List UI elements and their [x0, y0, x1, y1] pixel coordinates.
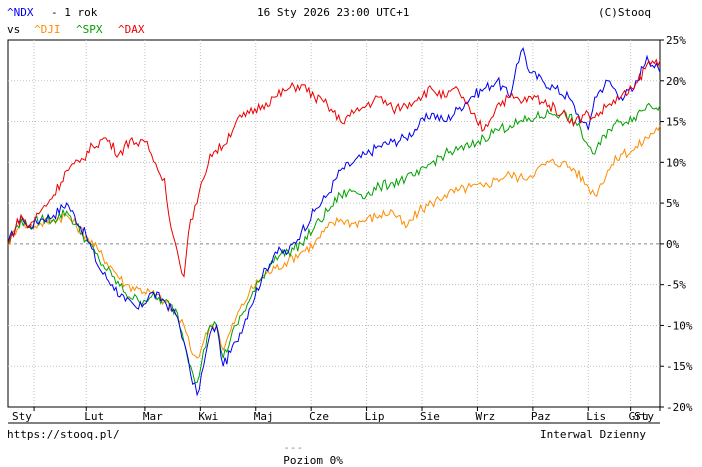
- datetime-label: 16 Sty 2026 23:00 UTC+1: [257, 6, 410, 19]
- y-tick-label: 20%: [666, 75, 686, 88]
- y-tick-label: 10%: [666, 156, 686, 169]
- y-tick-label: -5%: [666, 279, 686, 292]
- series-line-dax: [7, 58, 661, 278]
- x-tick-label: Maj: [254, 410, 274, 423]
- copyright-label: (C)Stooq: [598, 6, 651, 19]
- x-tick-label: Sty: [634, 410, 654, 423]
- stooq-chart: 25% 20% 15% 10% 5% 0% -5% -10% -15% -20% Sty Lut Ma…: [7, 34, 693, 424]
- y-tick-label: 25%: [666, 34, 686, 47]
- zero-level-label: Poziom 0%: [283, 454, 343, 467]
- x-tick-label: Cze: [309, 410, 329, 423]
- x-tick-label: Paz: [531, 410, 551, 423]
- legend-dji: ^DJI: [34, 23, 61, 36]
- y-axis-ticks: 25% 20% 15% 10% 5% 0% -5% -10% -15% -20%: [660, 34, 693, 414]
- series-line-spx: [7, 102, 661, 384]
- x-tick-label: Sty: [12, 410, 32, 423]
- series-line-dji: [7, 125, 661, 359]
- x-tick-label: Gru: [629, 410, 649, 423]
- period-label: - 1 rok: [51, 6, 98, 19]
- y-tick-label: 5%: [666, 197, 680, 210]
- y-tick-label: -15%: [666, 360, 693, 373]
- zero-level-legend: --- Poziom 0%: [270, 428, 343, 467]
- x-tick-label: Mar: [143, 410, 163, 423]
- x-tick-label: Lis: [586, 410, 606, 423]
- interval-label: Interwal Dzienny: [540, 428, 646, 441]
- zero-level-dash-icon: ---: [283, 441, 304, 454]
- y-tick-label: 0%: [666, 238, 680, 251]
- x-tick-label: Lut: [84, 410, 104, 423]
- series-lines: [7, 46, 661, 397]
- legend-dax: ^DAX: [118, 23, 145, 36]
- footer-url-link[interactable]: https://stooq.pl/: [7, 428, 120, 441]
- legend-spx: ^SPX: [76, 23, 103, 36]
- x-tick-label: Sie: [420, 410, 440, 423]
- main-symbol-label: ^NDX: [7, 6, 34, 19]
- x-tick-label: Wrz: [475, 410, 495, 423]
- x-tick-label: Lip: [365, 410, 385, 423]
- x-tick-label: Kwi: [198, 410, 218, 423]
- y-tick-label: 15%: [666, 116, 686, 129]
- series-line-ndx: [7, 46, 661, 397]
- vs-label: vs: [7, 23, 21, 36]
- y-tick-label: -20%: [666, 401, 693, 414]
- y-tick-label: -10%: [666, 319, 693, 332]
